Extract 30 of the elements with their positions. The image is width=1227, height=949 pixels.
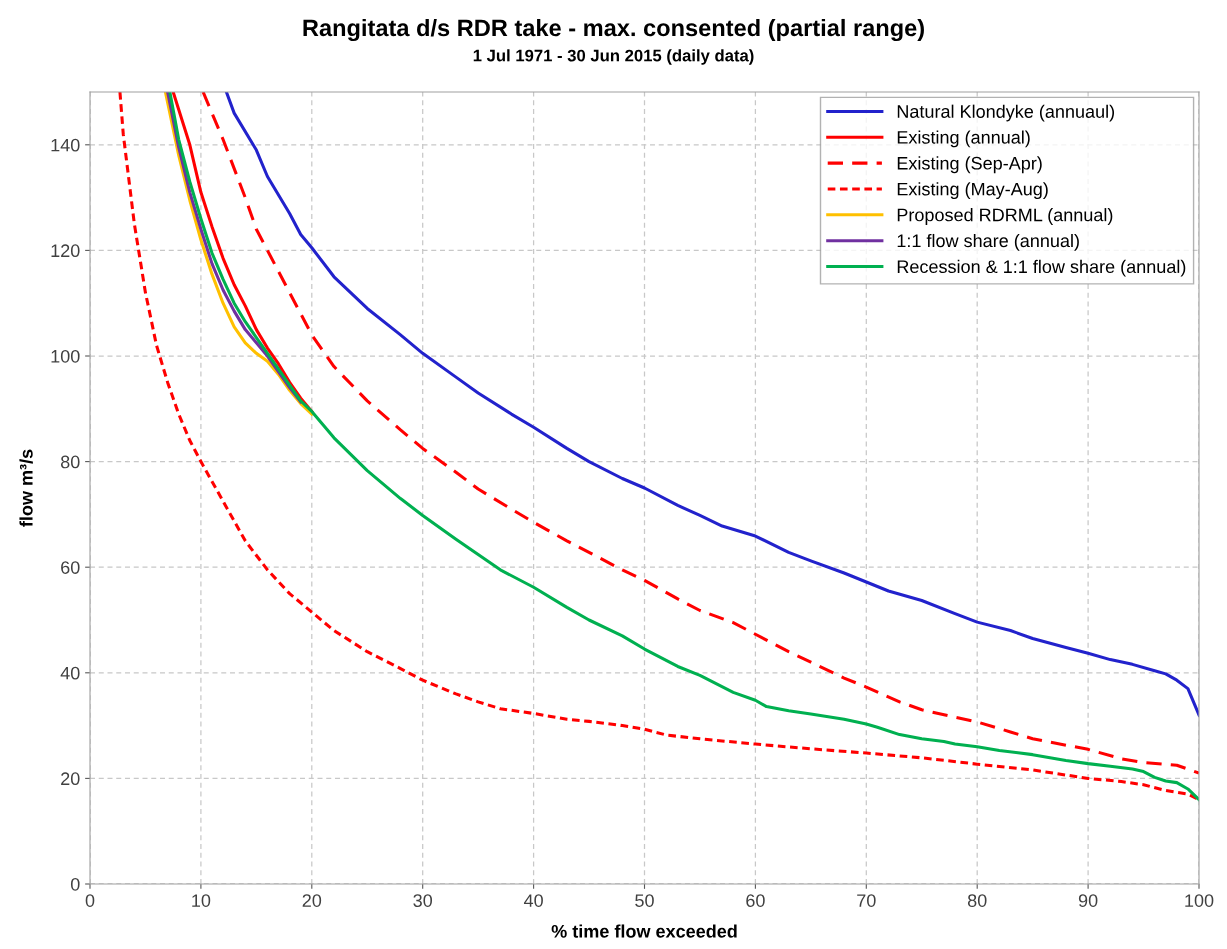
y-tick-label: 120 [51,244,80,258]
x-tick-label: 70 [857,894,876,907]
y-tick-label: 60 [61,561,80,574]
legend-label: Existing (May-Aug) [897,182,1048,200]
y-tick-label: 40 [60,666,80,680]
chart-title: Rangitata d/s RDR take - max. consented (partial range) [303,18,924,42]
x-tick-label: 60 [746,894,765,907]
x-tick-label: 90 [1078,894,1098,907]
y-tick-label: 80 [60,455,80,469]
legend-label: Natural Klondyke (annuaul) [897,104,1115,122]
x-tick-label: 50 [635,894,654,907]
y-tick-label: 0 [70,877,80,891]
legend-label: Proposed RDRML (annual) [897,208,1113,225]
x-axis-title: % time flow exceeded [551,924,737,938]
x-tick-label: 20 [302,894,322,907]
legend-label: Existing (Sep-Apr) [897,156,1042,174]
x-tick-label: 0 [85,894,95,907]
y-axis-title: flow m³/s [19,449,33,527]
legend-label: 1:1 flow share (annual) [897,233,1079,251]
y-tick-label: 100 [51,349,80,363]
legend-label: Existing (annual) [897,130,1030,148]
legend-label: Recession & 1:1 flow share (annual) [897,259,1186,277]
x-tick-label: 40 [523,894,543,907]
x-tick-label: 100 [1185,894,1214,907]
y-tick-label: 140 [51,138,80,152]
x-tick-label: 10 [192,894,211,907]
y-tick-label: 20 [61,772,80,786]
chart-subtitle: 1 Jul 1971 - 30 Jun 2015 (daily data) [473,49,754,65]
x-tick-label: 30 [413,894,433,907]
x-tick-label: 80 [967,894,987,907]
